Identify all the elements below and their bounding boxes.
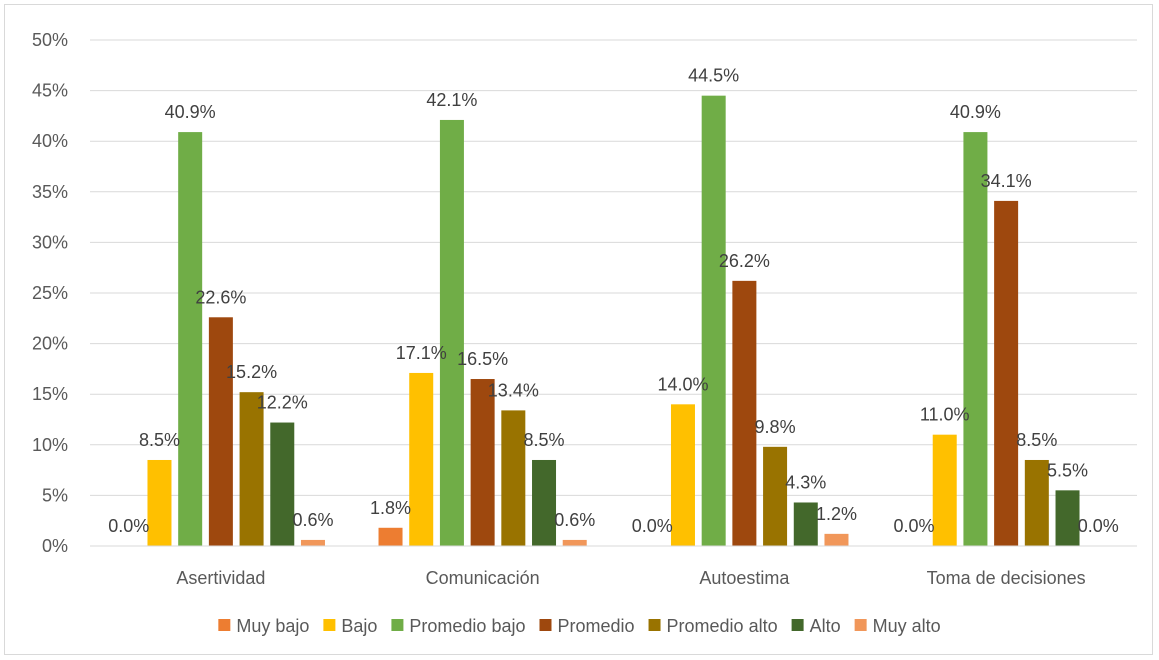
legend-swatch: [323, 619, 336, 631]
data-label: 8.5%: [139, 430, 180, 450]
legend-label: Promedio alto: [667, 616, 778, 636]
data-label: 40.9%: [950, 102, 1001, 122]
data-label: 0.0%: [894, 516, 935, 536]
data-label: 22.6%: [195, 287, 246, 307]
y-tick-label: 15%: [32, 384, 68, 404]
y-tick-label: 25%: [32, 283, 68, 303]
data-label: 26.2%: [719, 251, 770, 271]
data-label: 16.5%: [457, 349, 508, 369]
y-tick-label: 50%: [32, 30, 68, 50]
legend-label: Promedio bajo: [409, 616, 525, 636]
legend-swatch: [791, 619, 804, 631]
data-label: 17.1%: [396, 343, 447, 363]
y-tick-label: 35%: [32, 182, 68, 202]
legend-swatch: [218, 619, 231, 631]
y-tick-label: 40%: [32, 131, 68, 151]
data-label: 0.0%: [632, 516, 673, 536]
x-category-label: Asertividad: [176, 568, 265, 588]
data-labels: 0.0% 8.5% 40.9% 22.6% 15.2% 12.2% 0.6% 1.8% 17.1…: [108, 66, 1118, 536]
legend-label: Promedio: [557, 616, 634, 636]
bar-alto: [793, 502, 818, 546]
legend-item: Promedio alto: [648, 616, 778, 636]
bar-promedio: [994, 200, 1019, 546]
x-axis-categories: Asertividad Comunicación Autoestima Toma de…: [176, 568, 1085, 588]
data-label: 44.5%: [688, 66, 739, 86]
legend-item: Promedio: [539, 616, 635, 636]
bar-muy-alto: [824, 533, 849, 546]
bar-bajo: [147, 459, 172, 546]
data-label: 15.2%: [226, 362, 277, 382]
bar-promedio-alto: [501, 410, 526, 546]
data-label: 1.2%: [816, 504, 857, 524]
legend-label: Bajo: [341, 616, 377, 636]
bar-alto: [1055, 490, 1080, 546]
data-label: 4.3%: [785, 472, 826, 492]
legend-swatch: [391, 619, 404, 631]
bar-alto: [270, 422, 295, 546]
data-label: 11.0%: [920, 405, 970, 425]
data-label: 0.6%: [554, 510, 595, 530]
bar-promedio: [732, 280, 757, 546]
data-label: 0.0%: [1078, 516, 1119, 536]
data-label: 12.2%: [257, 393, 308, 413]
bar-promedio-alto: [1024, 459, 1049, 546]
data-label: 13.4%: [488, 380, 539, 400]
legend-item: Bajo: [323, 616, 377, 636]
legend-swatch: [539, 619, 552, 631]
x-category-label: Toma de decisiones: [927, 568, 1086, 588]
legend-item: Promedio bajo: [391, 616, 525, 636]
y-tick-label: 20%: [32, 334, 68, 354]
bars: [147, 95, 1080, 547]
bar-bajo: [670, 404, 695, 546]
bar-muy-alto: [562, 539, 587, 546]
y-tick-label: 45%: [32, 81, 68, 101]
data-label: 9.8%: [755, 417, 796, 437]
y-tick-label: 10%: [32, 435, 68, 455]
data-label: 42.1%: [426, 90, 477, 110]
legend-item: Alto: [791, 616, 841, 636]
data-label: 1.8%: [370, 498, 411, 518]
y-axis-ticks: 0% 5% 10% 15% 20% 25% 30% 35% 40% 45% 50%: [32, 30, 68, 556]
data-label: 0.0%: [108, 516, 149, 536]
gridlines: [90, 39, 1137, 496]
legend: Muy bajo Bajo Promedio bajo Promedio Promedi…: [218, 616, 941, 636]
legend-item: Muy bajo: [218, 616, 309, 636]
legend-label: Muy alto: [873, 616, 941, 636]
bar-promedio-bajo: [439, 119, 464, 546]
legend-label: Muy bajo: [236, 616, 309, 636]
data-label: 34.1%: [981, 171, 1032, 191]
data-label: 8.5%: [1016, 430, 1057, 450]
x-category-label: Comunicación: [426, 568, 540, 588]
y-tick-label: 5%: [42, 485, 68, 505]
bar-promedio-alto: [239, 392, 264, 546]
bar-bajo: [932, 434, 957, 546]
data-label: 8.5%: [524, 430, 565, 450]
data-label: 5.5%: [1047, 460, 1088, 480]
legend-item: Muy alto: [854, 616, 941, 636]
bar-promedio-bajo: [178, 132, 203, 547]
data-label: 14.0%: [657, 374, 708, 394]
data-label: 40.9%: [165, 102, 216, 122]
bar-alto: [532, 459, 557, 546]
bar-muy-alto: [300, 539, 325, 546]
bar-promedio: [470, 379, 495, 546]
legend-swatch: [648, 619, 661, 631]
bar-promedio: [208, 317, 233, 546]
bar-muy-bajo: [378, 527, 403, 546]
bar-promedio-alto: [763, 446, 788, 546]
y-tick-label: 0%: [42, 536, 68, 556]
bar-promedio-bajo: [701, 95, 726, 546]
bar-bajo: [409, 372, 434, 546]
y-tick-label: 30%: [32, 232, 68, 252]
legend-swatch: [854, 619, 867, 631]
x-category-label: Autoestima: [699, 568, 790, 588]
data-label: 0.6%: [292, 510, 333, 530]
bar-promedio-bajo: [963, 132, 988, 547]
legend-label: Alto: [810, 616, 841, 636]
